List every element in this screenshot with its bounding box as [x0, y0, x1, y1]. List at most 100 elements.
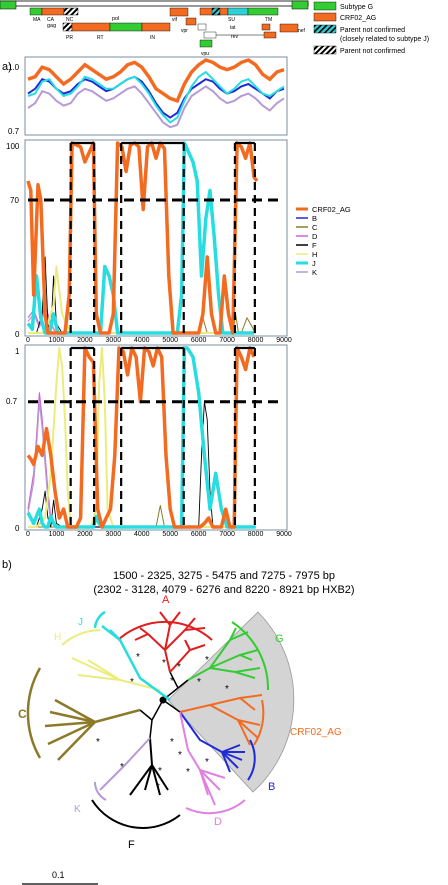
bootscan-1-xtick-label: 5000 [162, 337, 178, 344]
vpr-segment [185, 17, 197, 26]
similarity-line-b [27, 75, 285, 119]
bootscan-2-xtick-label: 6000 [191, 531, 207, 538]
env-segment-4 [247, 7, 279, 16]
legend-label-crf02-ag: CRF02_AG [312, 205, 351, 214]
bootscan-2-xtick-label: 2000 [77, 531, 93, 538]
bootscan-1-xtick-label: 4000 [134, 337, 150, 344]
legend-label-f: F [312, 241, 317, 250]
bootstrap-mark: * [156, 782, 160, 793]
rev-segment-2 [263, 31, 277, 39]
similarity-line-k [27, 85, 285, 129]
clade-a [117, 611, 213, 673]
bootscan-2-ytick-1: 1 [15, 347, 20, 356]
gene-label-rev: rev [231, 34, 238, 40]
bootscan-1-xtick-label: 6000 [191, 337, 207, 344]
similarity-ytick-top: 1.0 [8, 63, 20, 72]
similarity-line-crf02-ag [27, 58, 285, 103]
gene-label-ma: MA [33, 17, 41, 23]
scale-bar-label: 0.1 [52, 870, 65, 880]
pol-segment-b [141, 22, 171, 32]
bootscan-2-line-j [26, 346, 256, 529]
bootstrap-mark: * [170, 676, 174, 687]
rev-segment-1 [203, 31, 217, 39]
clade-label-g: G [275, 633, 284, 645]
tat-segment-1 [197, 23, 207, 31]
tree-title-line2: (2302 - 3128, 4079 - 6276 and 8220 - 892… [93, 584, 354, 596]
phylogenetic-tree: A G CRF02_AG [18, 594, 342, 885]
gene-label-nef: nef [298, 28, 306, 34]
legend-swatch-cyan-hatched [313, 24, 337, 34]
gene-label-nc: NC [66, 17, 74, 23]
bootscan-2-xtick-label: 7000 [219, 531, 235, 538]
bootstrap-mark: * [205, 655, 209, 666]
gag-ca-segment [41, 7, 65, 16]
gene-label-ca: CA [47, 17, 55, 23]
bootscan-plot-1: 100 70 0 0 1000 2000 3000 4000 5000 6000 7000 80… [6, 139, 351, 344]
bootscan-2-xtick-label: 8000 [248, 531, 264, 538]
tree-title-line1: 1500 - 2325, 3275 - 5475 and 7275 - 7975… [113, 570, 335, 582]
legend-label-subtype-g: Subtype G [340, 4, 373, 11]
tat-segment-2 [261, 23, 271, 31]
legend-label-cyan-hatched-note: (closely related to subtype J) [340, 36, 429, 43]
legend-label-c: C [312, 223, 318, 232]
clade-crf02-ag [179, 694, 265, 746]
bootscan-2-ytick-07: 0.7 [6, 397, 18, 406]
bootstrap-mark: * [177, 662, 181, 673]
bootscan-1-line-crf02-ag [26, 141, 259, 335]
clade-f [91, 737, 181, 829]
bootstrap-mark: * [158, 766, 162, 777]
clade-b [179, 711, 256, 781]
clade-label-k: K [74, 804, 81, 815]
panel-b-label: b) [2, 559, 12, 571]
similarity-series [27, 58, 285, 129]
bootstrap-mark: * [130, 677, 134, 688]
clade-k [93, 737, 151, 801]
tree-root-node [159, 696, 167, 704]
similarity-ytick-bottom: 0.7 [8, 127, 20, 136]
legend-label-b: B [312, 214, 317, 223]
legend-label-cyan-hatched: Parent not confirmed [340, 27, 405, 34]
gene-label-tat: tat [230, 25, 236, 31]
legend-label-j: J [312, 259, 316, 268]
gene-label-vif: vif [172, 17, 178, 23]
pol-segment-g [109, 22, 143, 32]
gene-label-gag: gag [47, 23, 56, 29]
env-segment-3 [227, 7, 249, 16]
bootscan-1-xtick-label: 1000 [49, 337, 65, 344]
gene-label-pr: PR [66, 35, 73, 41]
clade-g [187, 621, 270, 691]
bootscan-1-xtick-label: 2000 [77, 337, 93, 344]
bootscan-2-xtick-label: 1000 [49, 531, 65, 538]
clade-label-crf02-ag: CRF02_AG [290, 727, 342, 738]
bootscan-2-overlay [28, 346, 284, 527]
gag-ma-segment [29, 7, 43, 16]
bootscan-1-xticks: 0 1000 2000 3000 4000 5000 6000 7000 8000 9000 [26, 337, 292, 344]
legend-swatch-subtype-g [313, 1, 337, 11]
env-segment-2 [211, 7, 221, 16]
clade-c [26, 667, 141, 761]
clade-label-j: J [78, 617, 83, 628]
bootstrap-mark: * [178, 750, 182, 761]
bootscan-1-xtick-label: 9000 [276, 337, 292, 344]
bootstrap-mark: * [197, 677, 201, 688]
bootscan-2-ytick-0: 0 [15, 524, 20, 533]
clade-d [179, 711, 246, 815]
genome-legend: Subtype G CRF02_AG Parent not confirmed … [313, 1, 429, 55]
legend-swatch-hatched [313, 45, 337, 55]
legend-label-h: H [312, 250, 317, 259]
bootscan-2-xtick-label: 5000 [162, 531, 178, 538]
legend-label-k: K [312, 268, 317, 277]
bootscan-1-series [26, 141, 259, 335]
gag-nc-segment [63, 7, 79, 16]
clade-h [61, 629, 161, 691]
pol-pr-segment [62, 22, 73, 32]
gene-label-in: IN [150, 35, 155, 41]
legend-label-hatched: Parent not confirmed [340, 48, 405, 55]
genome-map: MA CA NC gag pol PR RT IN vif vpr SU TM … [0, 0, 429, 57]
bootscan-plot-2-frame [24, 344, 288, 531]
bootscan-plot-1-frame [24, 139, 288, 337]
bootscan-1-xtick-label: 0 [26, 337, 30, 344]
similarity-line-j [27, 70, 285, 124]
vpu-segment [199, 39, 213, 48]
bootstrap-mark: * [225, 684, 229, 695]
